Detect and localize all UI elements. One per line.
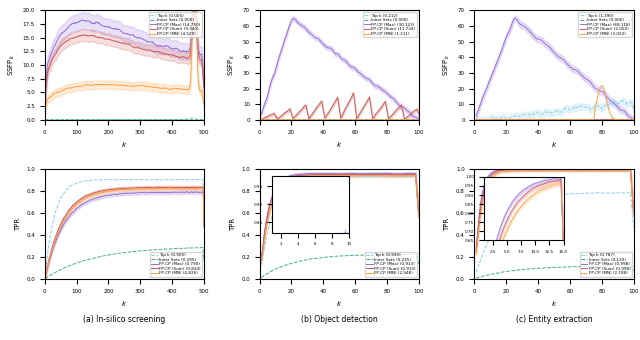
Title: (a) In-silico screening: (a) In-silico screening xyxy=(83,315,166,324)
Legend: Top k (0.787), Inner Sets (0.120), FP-CP (Max) (0.998), FP-CP (Sum) (0.998), FP-: Top k (0.787), Inner Sets (0.120), FP-CP… xyxy=(580,252,632,277)
Legend: Top k (0.905), Inner Sets (0.295), FP-CP (Max) (0.790), FP-CP (Sum) (0.834), FP-: Top k (0.905), Inner Sets (0.295), FP-CP… xyxy=(150,252,202,277)
X-axis label: $k$: $k$ xyxy=(121,140,127,149)
X-axis label: $k$: $k$ xyxy=(336,140,342,149)
Y-axis label: TPR: TPR xyxy=(444,217,451,231)
X-axis label: $k$: $k$ xyxy=(336,299,342,308)
Legend: Top k (0.006), Inner Sets (0.000), FP-CP (Max) (14.750), FP-CP (Sum) (9.340), FP: Top k (0.006), Inner Sets (0.000), FP-CP… xyxy=(148,12,202,37)
Title: (c) Entity extraction: (c) Entity extraction xyxy=(516,315,593,324)
X-axis label: $k$: $k$ xyxy=(121,299,127,308)
Y-axis label: SSFP$_k$: SSFP$_k$ xyxy=(7,54,17,76)
X-axis label: $k$: $k$ xyxy=(551,140,557,149)
Y-axis label: SSFP$_k$: SSFP$_k$ xyxy=(227,54,237,76)
Title: (b) Object detection: (b) Object detection xyxy=(301,315,378,324)
Legend: Top k (0.212), Inner Sets (0.000), FP-CP (Max) (30.123), FP-CP (Sum) (11.734), F: Top k (0.212), Inner Sets (0.000), FP-CP… xyxy=(363,12,417,37)
Legend: Top k (1.390), Inner Sets (0.000), FP-CP (Max) (68.118), FP-CP (Sum) (2.000), FP: Top k (1.390), Inner Sets (0.000), FP-CP… xyxy=(579,12,632,37)
Y-axis label: TPR: TPR xyxy=(15,217,20,231)
X-axis label: $k$: $k$ xyxy=(551,299,557,308)
Y-axis label: TPR: TPR xyxy=(230,217,236,231)
Legend: Top k (0.930), Inner Sets (0.225), FP-CP (Max) (0.913), FP-CP (Sum) (0.913), FP-: Top k (0.930), Inner Sets (0.225), FP-CP… xyxy=(365,252,417,277)
Y-axis label: SSFP$_k$: SSFP$_k$ xyxy=(442,54,452,76)
